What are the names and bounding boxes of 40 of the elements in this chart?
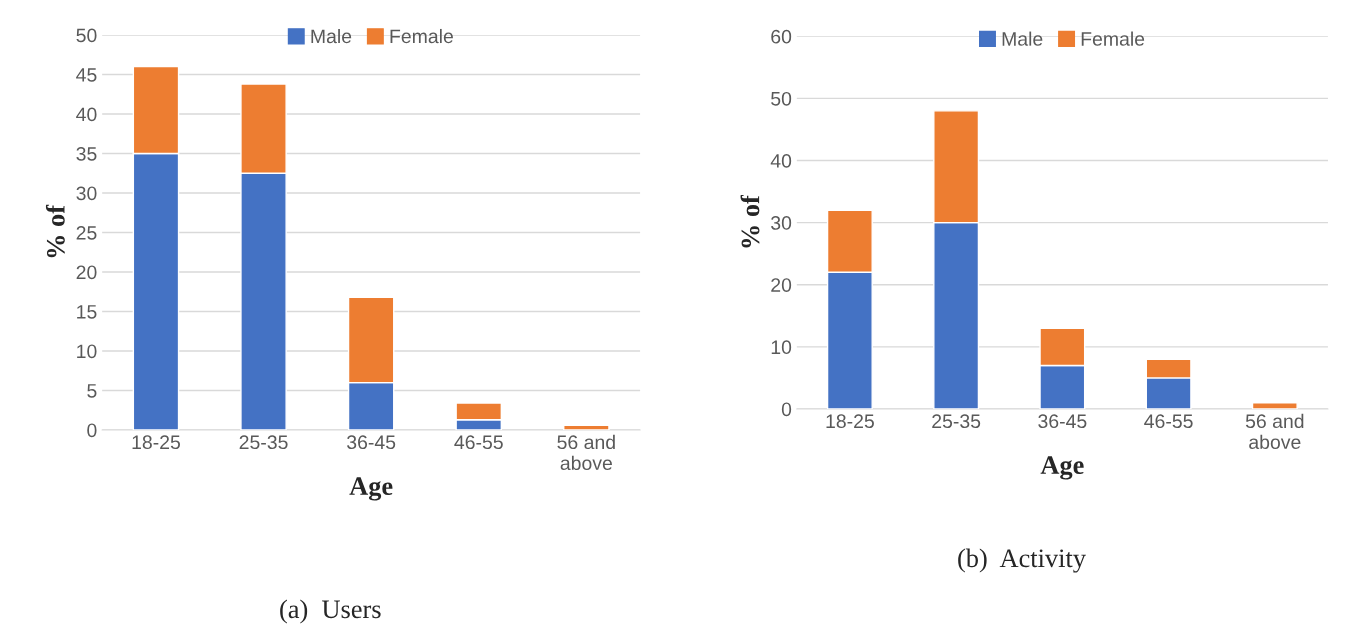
x-tick-label: 36-45 <box>1038 414 1087 429</box>
y-tick-label: 20 <box>771 278 792 292</box>
x-axis-title: Age <box>349 477 393 501</box>
x-tick-label: 56 and above <box>1245 413 1304 450</box>
x-tick-label: 46-55 <box>454 435 503 450</box>
bar <box>563 424 610 430</box>
y-tick-label: 15 <box>77 305 97 319</box>
legend-label: Female <box>390 28 453 44</box>
legend-label: Male <box>311 28 352 44</box>
text: (b) Activity <box>958 548 1086 573</box>
y-tick-label: 20 <box>76 265 97 280</box>
y-tick-label: 25 <box>76 225 97 240</box>
y-axis-title: % of <box>740 194 760 248</box>
x-axis-title: Age <box>1040 456 1084 480</box>
bar <box>1251 402 1298 409</box>
x-tick-label: 25-35 <box>239 435 288 450</box>
y-tick-label: 30 <box>76 186 97 201</box>
y-tick-label: 10 <box>771 340 792 355</box>
x-tick-label: 56 and above <box>557 434 615 471</box>
x-tick-label: 46-55 <box>1144 414 1193 429</box>
text: (a) Users <box>280 599 381 624</box>
x-tick-label: 18-25 <box>132 435 180 450</box>
y-tick-label: 40 <box>770 153 792 168</box>
y-tick-label: 10 <box>77 344 97 359</box>
y-tick-label: 0 <box>781 402 792 417</box>
y-tick-label: 50 <box>771 91 792 106</box>
legend-label: Male <box>1002 31 1043 46</box>
y-tick-label: 40 <box>76 107 97 122</box>
y-tick-label: 45 <box>76 68 97 82</box>
y-tick-label: 0 <box>87 423 97 438</box>
x-tick-label: 25-35 <box>932 414 981 429</box>
y-tick-label: 5 <box>87 384 97 398</box>
legend-label: Female <box>1081 31 1145 46</box>
x-tick-label: 36-45 <box>347 435 396 450</box>
y-axis-title: % of <box>45 204 65 258</box>
x-tick-label: 18-25 <box>826 414 874 429</box>
y-tick-label: 60 <box>771 29 792 44</box>
y-tick-label: 30 <box>771 216 792 230</box>
y-tick-label: 35 <box>76 146 97 161</box>
y-tick-label: 50 <box>76 28 97 43</box>
